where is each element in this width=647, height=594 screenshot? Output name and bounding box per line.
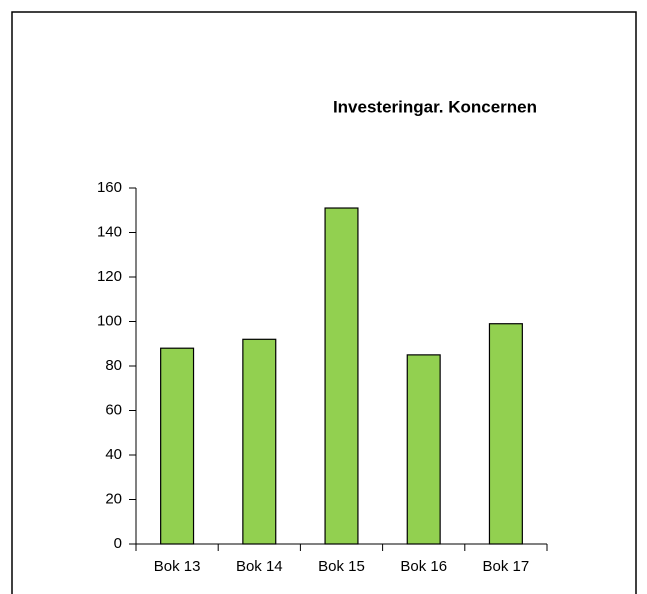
y-tick-label: 80 — [105, 357, 122, 374]
y-tick-label: 100 — [97, 312, 122, 329]
y-tick-label: 0 — [114, 535, 122, 552]
x-tick-label: Bok 13 — [154, 558, 201, 575]
x-tick-label: Bok 14 — [236, 558, 283, 575]
y-tick-label: 120 — [97, 268, 122, 285]
y-tick-label: 40 — [105, 446, 122, 463]
chart-title: Investeringar. Koncernen — [333, 97, 537, 116]
y-tick-label: 140 — [97, 223, 122, 240]
x-tick-label: Bok 16 — [400, 558, 447, 575]
bar — [406, 354, 441, 545]
y-tick-label: 20 — [105, 490, 122, 507]
y-tick-label: 60 — [105, 401, 122, 418]
bar — [488, 323, 523, 545]
y-tick-label: 160 — [97, 179, 122, 196]
bar — [324, 207, 359, 545]
bar — [242, 338, 277, 545]
x-tick-label: Bok 17 — [483, 558, 530, 575]
x-tick-label: Bok 15 — [318, 558, 365, 575]
bar — [160, 347, 195, 545]
chart-border — [11, 11, 637, 594]
